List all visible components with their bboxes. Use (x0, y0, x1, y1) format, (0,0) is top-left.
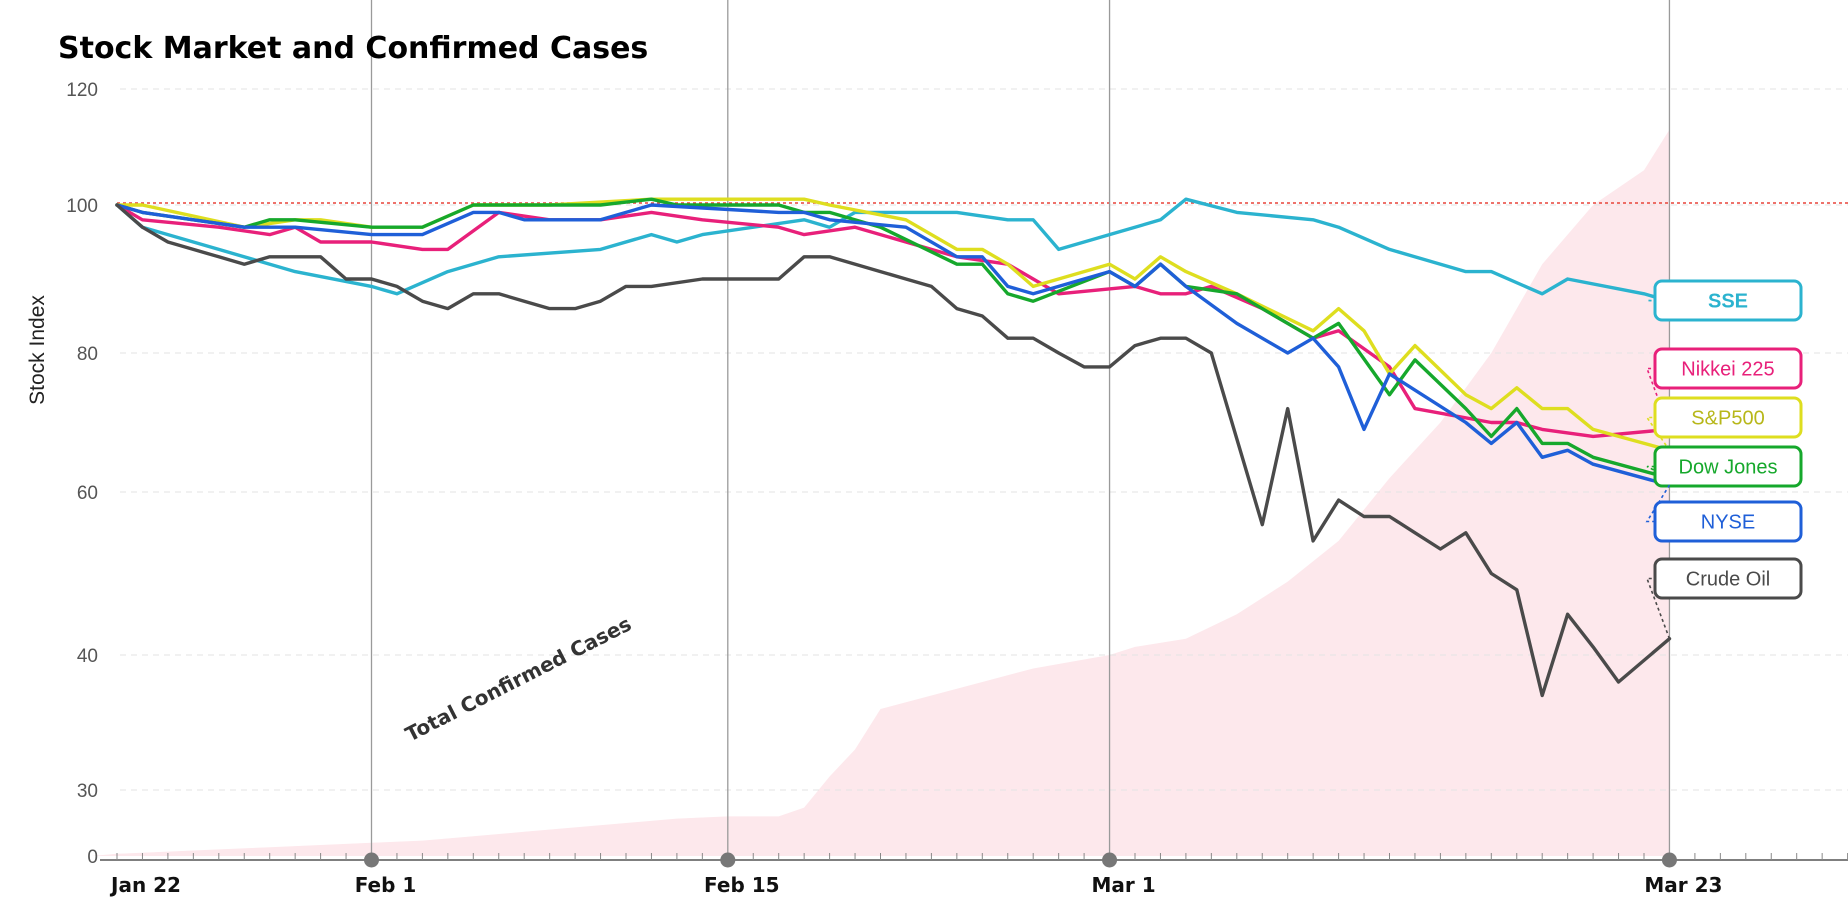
y-tick-label-120: 120 (66, 80, 98, 101)
y-tick-label-30: 30 (77, 781, 98, 802)
legend-box-nyse (1653, 500, 1803, 543)
legend-box-crude-oil (1653, 557, 1803, 600)
axes: Jan 22 Feb 1 Feb 15 Mar 1 Mar 23 (100, 852, 1848, 897)
series-line-dow-jones (115, 197, 1672, 480)
series-lines (115, 197, 1672, 698)
legend-box-nikkei-225 (1653, 347, 1803, 390)
legend-label-crude-oil: Crude Oil (1686, 569, 1770, 591)
legend-box-sse (1653, 279, 1803, 322)
date-marker-dot-feb-15 (720, 852, 736, 868)
legend-label-sse: SSE (1708, 291, 1748, 313)
date-marker-dot-feb-1 (364, 852, 379, 868)
legend-label-nyse: NYSE (1701, 512, 1755, 534)
y-tick-label-40: 40 (77, 646, 98, 667)
series-line-nyse (115, 203, 1672, 487)
y-axis-label: Stock Index (26, 295, 49, 405)
legend-box-dow-jones (1653, 445, 1803, 488)
y-tick-label-0: 0 (87, 847, 98, 868)
y-tick-label-100: 100 (66, 196, 98, 217)
legend-connector-nyse (1645, 484, 1671, 523)
x-tick-label-feb-15: Feb 15 (704, 873, 780, 897)
legend-label-nikkei-225: Nikkei 225 (1681, 359, 1774, 381)
series-line-sse (115, 197, 1672, 303)
x-tick-label-mar-1: Mar 1 (1091, 873, 1155, 897)
x-tick-label-mar-23: Mar 23 (1644, 873, 1722, 897)
series-line-nikkei-225 (115, 203, 1672, 439)
confirmed-cases-area-layer (91, 129, 1670, 857)
legend-label-sandp500: S&P500 (1691, 408, 1764, 430)
legend-label-dow-jones: Dow Jones (1679, 457, 1778, 479)
legend-connector-sandp500 (1645, 416, 1671, 451)
x-tick-label-jan-22: Jan 22 (109, 873, 181, 897)
gridlines: 0 30 40 60 80 100 120 (66, 80, 1848, 868)
legend: SSE Nikkei 225 S&P500 Dow Jones NYSE Crude Oi… (1645, 279, 1803, 639)
date-marker-dot-mar-1 (1102, 852, 1118, 868)
series-line-crude-oil (115, 203, 1672, 698)
legend-box-sandp500 (1653, 396, 1803, 439)
y-tick-label-60: 60 (77, 483, 98, 504)
x-tick-label-feb-1: Feb 1 (355, 873, 417, 897)
y-tick-label-80: 80 (77, 344, 98, 365)
total-confirmed-cases-annotation: Total Confirmed Cases (401, 611, 635, 746)
chart-title: Stock Market and Confirmed Cases (58, 31, 648, 66)
confirmed-cases-area (91, 129, 1670, 857)
date-marker-dot-mar-23 (1661, 852, 1677, 868)
